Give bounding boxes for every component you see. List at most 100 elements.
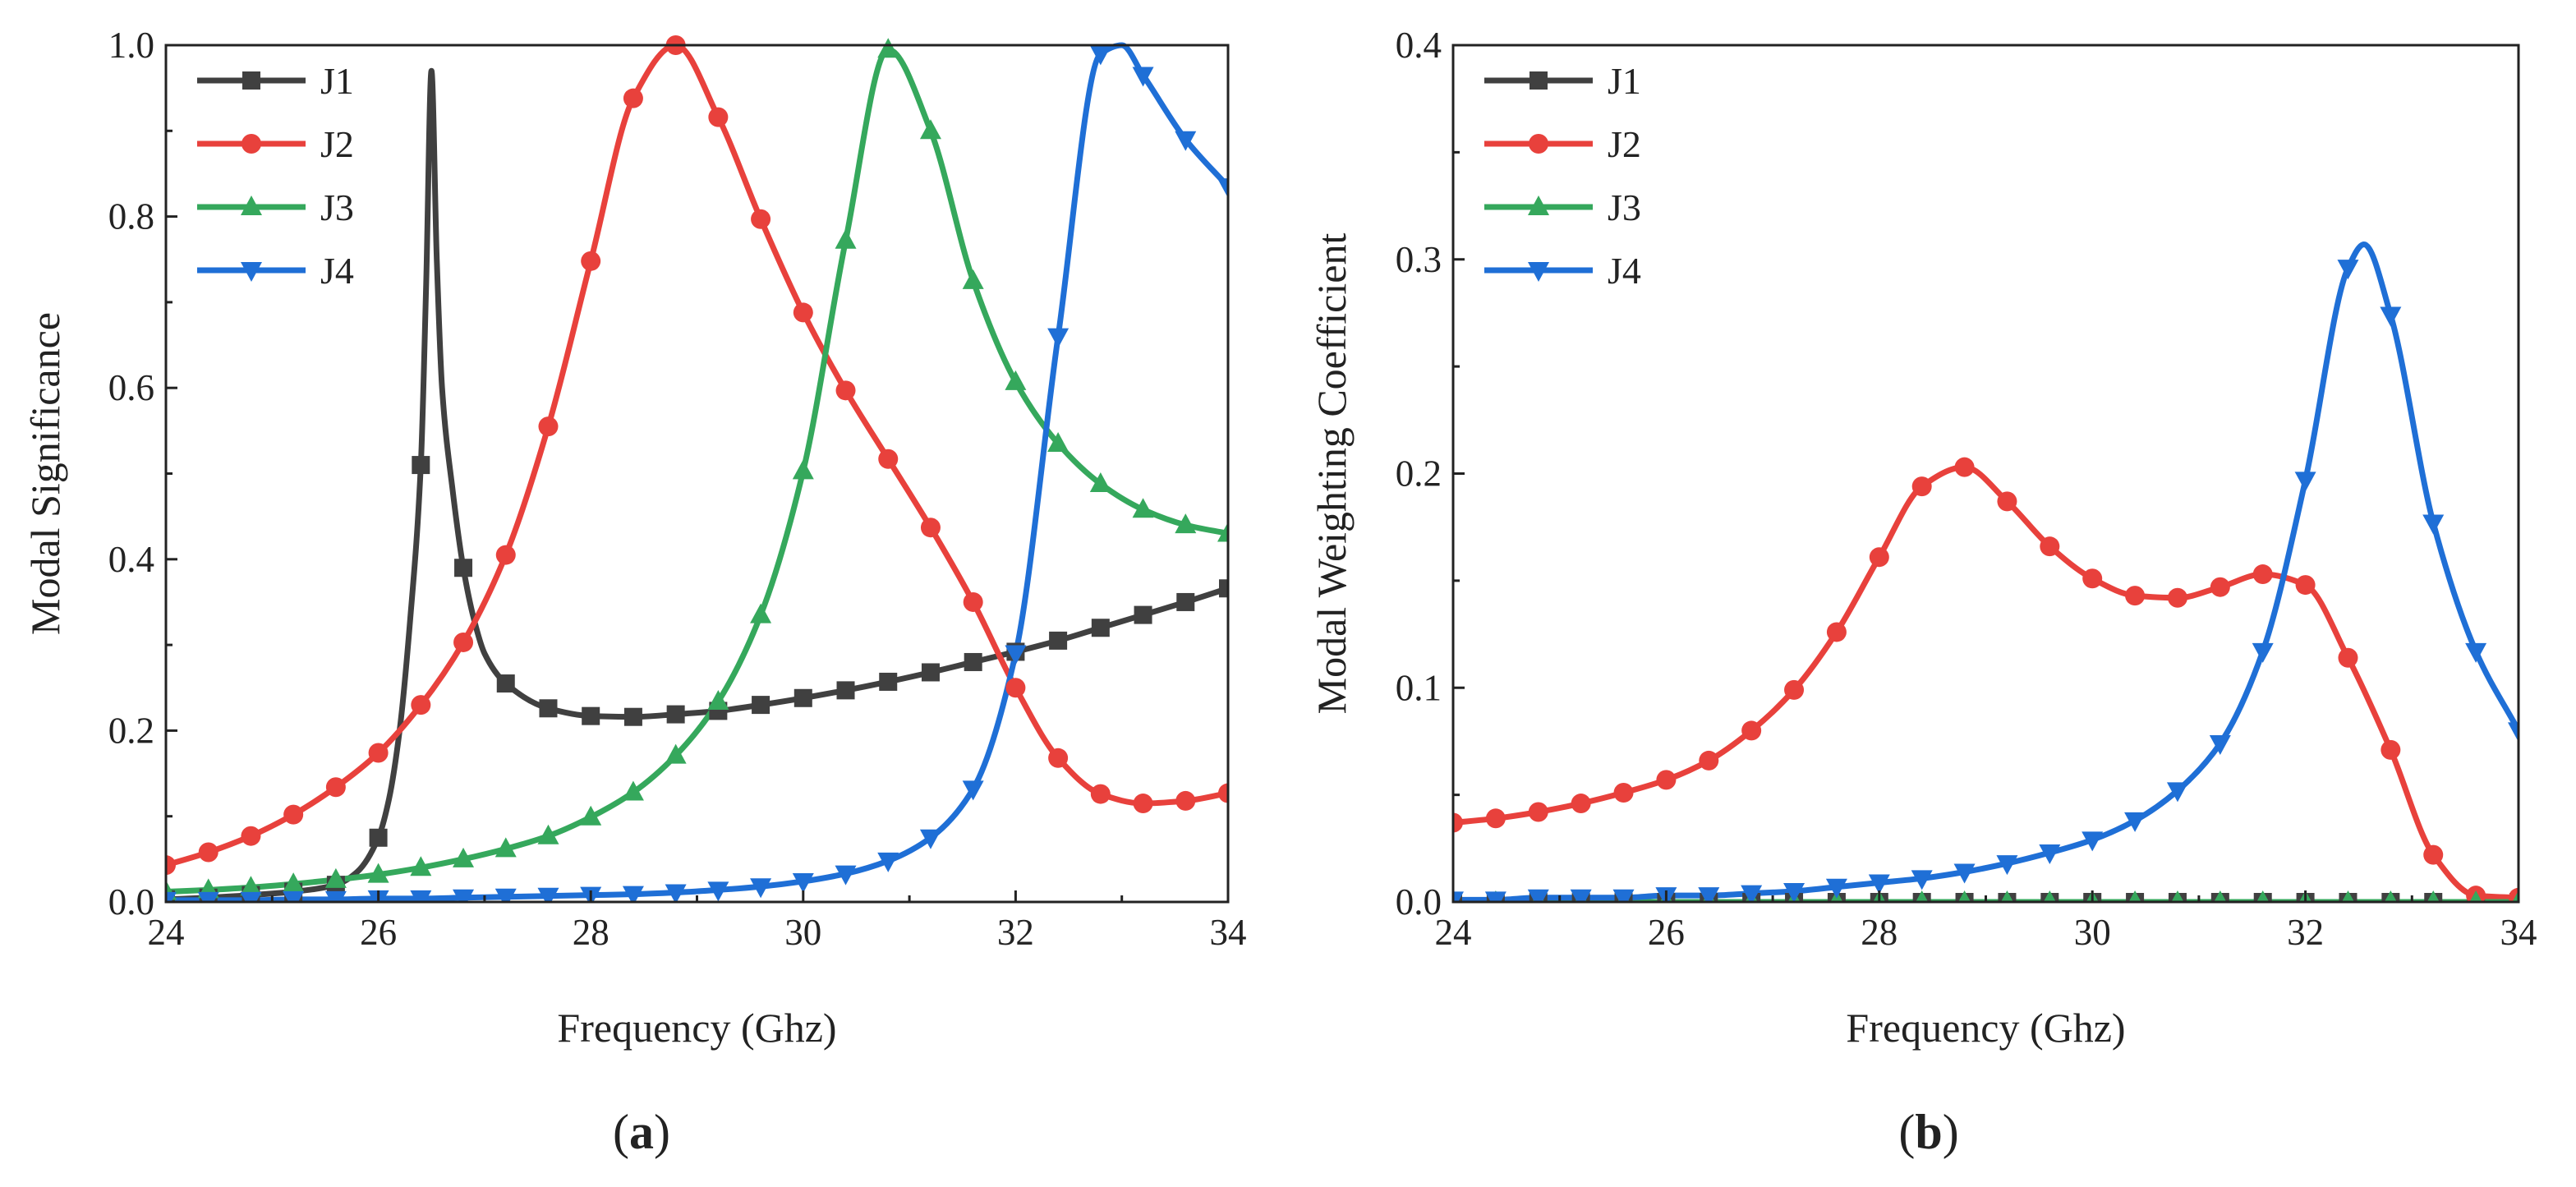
data-point — [1175, 790, 1196, 811]
data-point — [582, 706, 600, 725]
data-point — [2166, 782, 2188, 803]
x-tick-label: 26 — [1648, 912, 1685, 953]
y-axis-label: Modal Significance — [22, 312, 68, 635]
y-tick-label: 0.2 — [108, 710, 154, 751]
data-point — [1485, 808, 1506, 829]
x-tick-label: 24 — [148, 912, 185, 953]
data-point — [1570, 889, 1592, 902]
data-point — [241, 826, 261, 846]
data-point — [1089, 45, 1111, 66]
data-point — [750, 878, 772, 899]
data-point — [919, 829, 941, 849]
legend-label: J1 — [1608, 60, 1641, 102]
data-point — [2125, 586, 2146, 606]
data-point — [962, 269, 984, 289]
legend-marker — [241, 196, 262, 215]
x-tick-label: 32 — [2287, 912, 2324, 953]
data-point — [751, 209, 771, 229]
legend: J1 J2 J3 J4 — [197, 60, 354, 292]
data-point — [283, 890, 305, 902]
data-point — [2082, 831, 2104, 852]
data-point — [1784, 679, 1805, 700]
data-point — [1741, 720, 1762, 741]
data-point — [410, 890, 432, 902]
data-point — [369, 828, 388, 847]
data-point — [2039, 844, 2061, 865]
data-point — [1091, 619, 1110, 637]
legend-label: J4 — [320, 250, 354, 292]
data-point — [324, 890, 347, 902]
data-point — [325, 777, 346, 798]
caption-close-paren: ) — [654, 1105, 670, 1159]
chart-panel-a: 24 26 28 30 32 34 0.0 0.2 0.4 0.6 0.8 1.0 Frequency … — [22, 25, 1247, 1159]
chart-panel-b: 24 26 28 30 32 34 0.0 0.1 0.2 0.3 0.4 Frequency (Gh… — [1309, 25, 2537, 1159]
data-point — [453, 632, 474, 652]
data-point — [792, 459, 814, 480]
data-point — [283, 804, 304, 825]
data-point — [411, 695, 431, 715]
data-point — [2423, 844, 2444, 865]
data-point — [1916, 890, 1929, 902]
data-point — [1049, 631, 1068, 650]
data-point — [1047, 431, 1070, 452]
data-point — [2214, 890, 2227, 902]
panel-caption: (b) — [1898, 1105, 1958, 1159]
x-axis-label: Frequency (Ghz) — [1846, 1005, 2125, 1051]
series-line-j3 — [166, 46, 1228, 895]
data-point — [1218, 783, 1228, 803]
data-point — [1911, 870, 1933, 890]
data-point — [1132, 67, 1154, 87]
data-point — [538, 416, 559, 437]
y-tick-label: 0.2 — [1396, 453, 1442, 495]
legend-item-j3: J3 — [1484, 186, 1641, 228]
data-point — [1005, 370, 1027, 390]
legend-item-j4: J4 — [197, 250, 354, 292]
series-markers-j4 — [166, 45, 1228, 902]
data-point — [453, 889, 475, 902]
data-point — [2043, 890, 2056, 902]
data-point — [324, 867, 347, 888]
legend-label: J3 — [320, 186, 354, 228]
legend-marker — [1528, 262, 1549, 282]
data-point — [1869, 547, 1889, 568]
y-tick-label: 0.4 — [108, 539, 154, 580]
data-point — [1783, 882, 1806, 902]
y-tick-label: 0.8 — [108, 196, 154, 237]
data-point — [453, 847, 475, 867]
data-point — [283, 872, 305, 893]
data-point — [920, 518, 941, 538]
x-tick-label: 34 — [1210, 912, 1247, 953]
series-line-j4 — [1453, 242, 2518, 902]
data-point — [494, 888, 517, 902]
data-point — [877, 38, 899, 58]
data-point — [2512, 890, 2518, 902]
x-tick-label: 26 — [360, 912, 397, 953]
data-point — [750, 603, 772, 623]
legend-marker — [1529, 134, 1548, 154]
data-point — [1047, 328, 1070, 348]
y-tick-label: 0.0 — [1396, 881, 1442, 922]
data-point — [2252, 642, 2274, 663]
series-markers-j1 — [166, 456, 1228, 902]
data-point — [1005, 645, 1027, 665]
data-point — [708, 107, 729, 127]
data-point — [2167, 587, 2187, 608]
legend-item-j1: J1 — [1484, 60, 1641, 102]
data-point — [2338, 647, 2358, 668]
caption-letter: b — [1915, 1105, 1942, 1159]
data-point — [2465, 642, 2487, 663]
data-point — [1527, 889, 1549, 902]
data-point — [919, 119, 941, 140]
data-point — [877, 852, 899, 872]
data-point — [2000, 890, 2014, 902]
data-point — [1134, 605, 1152, 624]
data-point — [2337, 260, 2359, 280]
x-tick-label: 34 — [2500, 912, 2537, 953]
data-point — [1453, 812, 1463, 833]
data-point — [1571, 794, 1591, 814]
legend: J1 J2 J3 J4 — [1484, 60, 1641, 292]
data-point — [198, 842, 218, 863]
data-point — [1133, 794, 1153, 814]
series-markers-j2 — [166, 35, 1228, 876]
caption-letter: a — [629, 1105, 654, 1159]
